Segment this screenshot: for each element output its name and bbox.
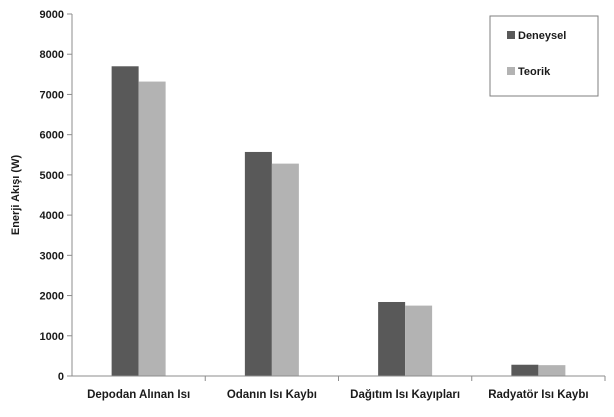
bar-deneysel-0: [111, 66, 139, 377]
y-tick-label: 0: [58, 371, 64, 383]
y-tick-label: 8000: [40, 49, 64, 61]
bar-teorik-1: [271, 163, 299, 376]
y-axis-ticks: 0 1000 2000 3000 4000 5000 6000 7000 8000 9000: [40, 9, 72, 383]
y-tick-label: 9000: [40, 9, 64, 21]
legend-label: Deneysel: [518, 30, 566, 42]
legend-swatch: [507, 31, 515, 39]
y-axis-label: Enerji Akışı (W): [10, 155, 22, 236]
legend: Deneysel Teorik: [489, 15, 599, 97]
y-tick-label: 7000: [40, 89, 64, 101]
y-tick-label: 6000: [40, 130, 64, 142]
bar-teorik-3: [538, 365, 566, 376]
y-tick-label: 5000: [40, 170, 64, 182]
legend-swatch: [507, 67, 515, 75]
y-tick-label: 2000: [40, 291, 64, 303]
y-tick-label: 3000: [40, 250, 64, 262]
axes: [71, 14, 605, 377]
bar-deneysel-3: [511, 364, 539, 376]
x-tick-label: Odanın Isı Kaybı: [227, 389, 317, 401]
x-tick-label: Dağıtım Isı Kayıpları: [350, 389, 460, 401]
legend-label: Teorik: [518, 66, 551, 78]
bar-teorik-0: [138, 81, 166, 376]
bar-deneysel-2: [378, 301, 406, 376]
x-tick-label: Radyatör Isı Kaybı: [488, 389, 588, 401]
y-tick-label: 1000: [40, 331, 64, 343]
x-axis-labels: Depodan Alınan Isı Odanın Isı Kaybı Dağıtı…: [87, 389, 588, 401]
y-tick-label: 4000: [40, 210, 64, 222]
bar-teorik-2: [405, 305, 433, 376]
legend-box: [489, 15, 599, 97]
bar-deneysel-1: [244, 151, 272, 376]
x-tick-label: Depodan Alınan Isı: [87, 389, 190, 401]
bars-group: [111, 66, 606, 381]
